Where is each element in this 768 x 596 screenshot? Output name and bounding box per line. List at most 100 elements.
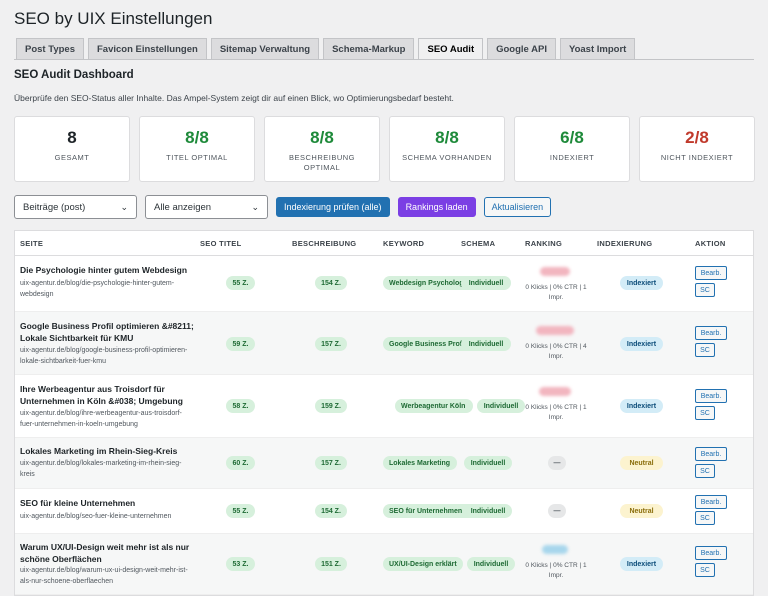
keyword-badge: SEO für Unternehmen — [383, 504, 479, 518]
ranking-position-blurred — [542, 545, 568, 554]
page-url: uix-agentur.de/blog/google-business-prof… — [20, 347, 188, 365]
index-status-badge: Neutral — [620, 456, 663, 470]
stat-label: SCHEMA VORHANDEN — [402, 153, 492, 162]
tab-yoast-import[interactable]: Yoast Import — [559, 38, 636, 59]
stat-label: BESCHREIBUNG OPTIMAL — [288, 153, 355, 172]
chevron-down-icon: ⌄ — [251, 201, 259, 212]
index-status-badge: Indexiert — [620, 557, 663, 571]
seo-title-length-badge: 59 Z. — [226, 337, 255, 351]
tab-post-types[interactable]: Post Types — [16, 38, 84, 59]
col-header-ranking: RANKING — [525, 239, 563, 248]
stat-value: 8/8 — [310, 128, 334, 147]
stat-card-description: 8/8 BESCHREIBUNG OPTIMAL — [264, 116, 380, 182]
stat-value: 2/8 — [685, 128, 709, 147]
col-header-keyword: KEYWORD — [383, 239, 425, 248]
edit-button[interactable]: Bearb. — [695, 266, 727, 280]
description-length-badge: 154 Z. — [315, 504, 347, 518]
page-url: uix-agentur.de/blog/die-psychologie-hint… — [20, 280, 175, 298]
schema-badge: Individuell — [461, 337, 511, 351]
col-header-indexing: INDEXIERUNG — [597, 239, 653, 248]
col-header-seo-title: SEO TITEL — [200, 239, 242, 248]
page-title-link[interactable]: Die Psychologie hinter gutem Webdesign — [20, 265, 188, 275]
ranking-position-blurred — [540, 267, 570, 276]
edit-button[interactable]: Bearb. — [695, 447, 727, 461]
index-status-badge: Neutral — [620, 504, 663, 518]
page-url: uix-agentur.de/blog/warum-ux-ui-design-w… — [20, 567, 188, 585]
settings-tabs: Post Types Favicon Einstellungen Sitemap… — [16, 38, 636, 60]
filter-select[interactable]: Alle anzeigen ⌄ — [145, 195, 268, 219]
check-index-all-button[interactable]: Indexierung prüfen (alle) — [276, 197, 390, 217]
ranking-stats: 0 Klicks | 0% CTR | 4 Impr. — [525, 343, 587, 360]
col-header-page: SEITE — [20, 239, 44, 248]
refresh-button[interactable]: Aktualisieren — [483, 197, 552, 217]
ranking-stats: 0 Klicks | 0% CTR | 1 Impr. — [525, 404, 587, 421]
load-rankings-button[interactable]: Rankings laden — [397, 197, 476, 217]
search-console-button[interactable]: SC — [695, 464, 715, 478]
description-length-badge: 154 Z. — [315, 276, 347, 290]
search-console-button[interactable]: SC — [695, 511, 715, 525]
page-title: SEO by UIX Einstellungen — [14, 9, 213, 28]
schema-badge: Individuell — [477, 399, 525, 413]
description-length-badge: 151 Z. — [315, 557, 347, 571]
dashboard-description: Überprüfe den SEO-Status aller Inhalte. … — [14, 93, 454, 103]
table-row: Die Psychologie hinter gutem Webdesign u… — [15, 256, 753, 312]
tab-seo-audit[interactable]: SEO Audit — [418, 38, 484, 60]
edit-button[interactable]: Bearb. — [695, 326, 727, 340]
ranking-empty-badge: — — [548, 504, 566, 518]
seo-title-length-badge: 55 Z. — [226, 276, 255, 290]
table-row: Warum UX/UI-Design weit mehr ist als nur… — [15, 534, 753, 595]
stat-value: 8/8 — [185, 128, 209, 147]
keyword-badge: Webdesign Psychologie — [383, 276, 475, 290]
stat-card-title: 8/8 TITEL OPTIMAL — [139, 116, 255, 182]
table-row: Ihre Werbeagentur aus Troisdorf für Unte… — [15, 375, 753, 438]
tab-sitemap[interactable]: Sitemap Verwaltung — [210, 38, 320, 59]
stat-card-total: 8 GESAMT — [14, 116, 130, 182]
audit-controls: Beiträge (post) ⌄ Alle anzeigen ⌄ Indexi… — [14, 195, 552, 219]
tab-favicon[interactable]: Favicon Einstellungen — [87, 38, 207, 59]
page-title-link[interactable]: Ihre Werbeagentur aus Troisdorf für Unte… — [20, 384, 183, 406]
audit-table: SEITE SEO TITEL BESCHREIBUNG KEYWORD SCH… — [14, 230, 754, 596]
post-type-select[interactable]: Beiträge (post) ⌄ — [14, 195, 137, 219]
col-header-action: AKTION — [695, 239, 726, 248]
ranking-stats: 0 Klicks | 0% CTR | 1 Impr. — [525, 562, 587, 579]
edit-button[interactable]: Bearb. — [695, 546, 727, 560]
stat-value: 8 — [67, 128, 77, 147]
page-title-link[interactable]: SEO für kleine Unternehmen — [20, 498, 136, 508]
search-console-button[interactable]: SC — [695, 343, 715, 357]
table-row: Google Business Profil optimieren &#8211… — [15, 312, 753, 375]
edit-button[interactable]: Bearb. — [695, 389, 727, 403]
tab-divider — [14, 59, 754, 60]
search-console-button[interactable]: SC — [695, 563, 715, 577]
tab-schema-markup[interactable]: Schema-Markup — [323, 38, 415, 59]
ranking-position-blurred — [539, 387, 571, 396]
page-title-link[interactable]: Lokales Marketing im Rhein-Sieg-Kreis — [20, 446, 178, 456]
seo-title-length-badge: 53 Z. — [226, 557, 255, 571]
tab-google-api[interactable]: Google API — [487, 38, 556, 59]
schema-badge: Individuell — [461, 276, 511, 290]
col-header-description: BESCHREIBUNG — [292, 239, 357, 248]
stat-cards: 8 GESAMT 8/8 TITEL OPTIMAL 8/8 BESCHREIB… — [14, 116, 755, 182]
stat-label: GESAMT — [54, 153, 90, 162]
description-length-badge: 159 Z. — [315, 399, 347, 413]
description-length-badge: 157 Z. — [315, 456, 347, 470]
keyword-badge: Werbeagentur Köln — [395, 399, 473, 413]
search-console-button[interactable]: SC — [695, 406, 715, 420]
keyword-badge: Google Business Profil — [383, 337, 475, 351]
edit-button[interactable]: Bearb. — [695, 495, 727, 509]
stat-label: INDEXIERT — [549, 153, 595, 162]
ranking-position-blurred — [536, 326, 574, 335]
table-row: Lokales Marketing im Rhein-Sieg-Kreis ui… — [15, 438, 753, 489]
seo-title-length-badge: 60 Z. — [226, 456, 255, 470]
page-title-link[interactable]: Warum UX/UI-Design weit mehr ist als nur… — [20, 542, 190, 564]
chevron-down-icon: ⌄ — [120, 201, 128, 212]
index-status-badge: Indexiert — [620, 399, 663, 413]
stat-value: 6/8 — [560, 128, 584, 147]
description-length-badge: 157 Z. — [315, 337, 347, 351]
schema-badge: Individuell — [467, 557, 515, 571]
index-status-badge: Indexiert — [620, 337, 663, 351]
schema-badge: Individuell — [464, 504, 512, 518]
search-console-button[interactable]: SC — [695, 283, 715, 297]
table-header: SEITE SEO TITEL BESCHREIBUNG KEYWORD SCH… — [15, 231, 753, 256]
page-title-link[interactable]: Google Business Profil optimieren &#8211… — [20, 321, 194, 343]
ranking-stats: 0 Klicks | 0% CTR | 1 Impr. — [525, 284, 587, 301]
